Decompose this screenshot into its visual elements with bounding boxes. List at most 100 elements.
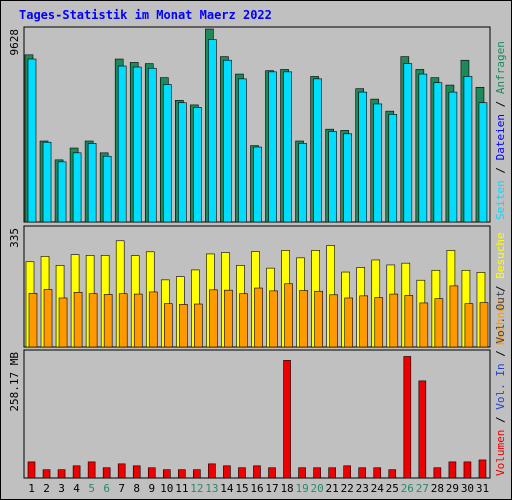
bar-rechner-10	[163, 303, 173, 348]
x-tick-label-6: 6	[103, 482, 110, 495]
legend-separator: /	[494, 94, 507, 114]
bar-dateien-26	[403, 63, 413, 223]
bar-rechner-30	[464, 303, 474, 348]
bar-dateien-24	[373, 103, 383, 223]
bar-seiten-18	[285, 72, 292, 222]
bar-volumen-7	[117, 463, 126, 479]
x-tick-label-31: 31	[476, 482, 489, 495]
bar-dateien-23	[358, 91, 368, 223]
bar-dateien-31	[478, 102, 488, 223]
bar-volumen-16	[253, 465, 261, 479]
bar-dateien-15	[238, 78, 247, 223]
panel-3-legend: Volumen / Vol. In / Vol. Out	[494, 291, 507, 476]
bar-volumen-29	[448, 461, 457, 479]
bar-seiten-20	[315, 79, 322, 222]
bar-rechner-24	[374, 297, 384, 348]
bar-rechner-17	[269, 290, 278, 348]
bar-dateien-4	[72, 152, 82, 223]
bar-dateien-1	[27, 58, 37, 223]
bar-seiten-3	[59, 162, 66, 222]
bar-dateien-11	[178, 102, 187, 223]
bar-seiten-15	[239, 79, 246, 222]
bar-seiten-19	[300, 143, 307, 222]
x-tick-label-20: 20	[311, 482, 324, 495]
legend-seiten: Seiten	[494, 180, 507, 220]
x-tick-label-30: 30	[461, 482, 474, 495]
bar-dateien-22	[343, 133, 352, 223]
bar-dateien-7	[117, 65, 127, 223]
bar-rechner-12	[194, 303, 203, 348]
bar-volumen-25	[388, 469, 397, 479]
x-tick-label-11: 11	[175, 482, 188, 495]
bar-rechner-22	[344, 297, 353, 348]
bar-rechner-29	[449, 285, 459, 348]
x-tick-label-22: 22	[341, 482, 354, 495]
x-tick-label-24: 24	[371, 482, 385, 495]
bar-rechner-15	[239, 293, 248, 348]
bar-rechner-28	[434, 298, 444, 348]
bar-rechner-25	[389, 293, 399, 348]
bar-volumen-9	[147, 467, 156, 479]
bar-volumen-27	[418, 380, 427, 479]
bar-volumen-14	[223, 465, 231, 479]
bar-volumen-26	[403, 356, 412, 479]
bar-seiten-4	[74, 153, 81, 222]
x-tick-label-4: 4	[73, 482, 80, 495]
bar-volumen-10	[162, 469, 171, 479]
bar-dateien-18	[283, 71, 292, 223]
bar-volumen-23	[358, 467, 367, 479]
x-tick-label-23: 23	[356, 482, 369, 495]
bar-seiten-23	[360, 92, 367, 222]
bar-seiten-21	[330, 132, 337, 222]
bar-dateien-19	[298, 143, 307, 223]
panel-3-ymax-label: 258.17 MB	[8, 352, 21, 412]
bar-seiten-24	[375, 104, 382, 222]
bar-rechner-18	[284, 283, 293, 348]
bar-volumen-3	[57, 469, 66, 479]
legend-separator: /	[494, 279, 507, 299]
bar-rechner-27	[419, 302, 429, 348]
bar-volumen-21	[328, 467, 336, 479]
bar-volumen-2	[42, 469, 51, 479]
bar-rechner-20	[314, 290, 323, 348]
bar-rechner-6	[103, 294, 113, 348]
bar-dateien-13	[208, 39, 217, 223]
x-tick-label-3: 3	[58, 482, 65, 495]
bar-seiten-29	[450, 92, 457, 222]
legend-dateien: Dateien	[494, 114, 507, 160]
x-tick-label-10: 10	[160, 482, 173, 495]
bar-volumen-13	[208, 463, 216, 479]
bar-seiten-2	[44, 142, 51, 222]
x-tick-label-13: 13	[205, 482, 218, 495]
bar-rechner-4	[73, 291, 83, 348]
bar-seiten-28	[435, 83, 442, 222]
legend-rechner: Rechner	[494, 298, 507, 345]
bar-volumen-15	[238, 467, 246, 479]
bar-dateien-2	[42, 141, 52, 223]
bar-seiten-25	[390, 114, 397, 222]
bar-volumen-30	[463, 461, 472, 479]
chart-title: Tages-Statistik im Monat Maerz 2022	[19, 8, 272, 22]
panel-1-ymax-label: 9628	[8, 29, 21, 56]
x-tick-label-27: 27	[416, 482, 429, 495]
bar-seiten-17	[270, 72, 277, 222]
legend-separator: /	[494, 344, 507, 364]
bar-rechner-13	[209, 289, 218, 348]
bar-dateien-28	[433, 82, 443, 223]
bar-volumen-22	[343, 465, 351, 479]
bar-rechner-21	[329, 294, 338, 348]
x-tick-label-16: 16	[250, 482, 263, 495]
bar-seiten-7	[119, 66, 126, 222]
bar-volumen-18	[283, 360, 291, 479]
x-tick-label-8: 8	[133, 482, 140, 495]
legend-vol-in: Vol. In	[494, 363, 507, 409]
bar-volumen-6	[102, 467, 111, 479]
x-tick-label-29: 29	[446, 482, 459, 495]
bar-rechner-8	[133, 293, 143, 348]
panel-3-frame	[23, 349, 491, 479]
bar-volumen-28	[433, 467, 442, 479]
bar-seiten-31	[480, 103, 487, 222]
x-tick-label-5: 5	[88, 482, 95, 495]
x-tick-label-7: 7	[118, 482, 125, 495]
